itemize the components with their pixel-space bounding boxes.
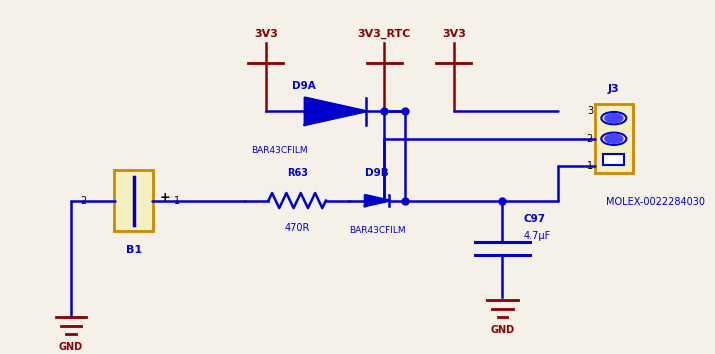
Bar: [114, 170, 153, 232]
Text: 3V3: 3V3: [442, 29, 465, 39]
Text: 4.7μF: 4.7μF: [523, 232, 551, 241]
Text: BAR43CFILM: BAR43CFILM: [349, 226, 405, 235]
Text: 1: 1: [174, 195, 179, 206]
Text: MOLEX-0022284030: MOLEX-0022284030: [606, 197, 705, 207]
Text: 3: 3: [587, 106, 593, 116]
Bar: [603, 154, 624, 165]
Polygon shape: [305, 98, 366, 125]
Text: D9B: D9B: [365, 168, 389, 178]
Polygon shape: [365, 195, 390, 206]
Text: 3V3_RTC: 3V3_RTC: [358, 29, 411, 39]
Circle shape: [605, 134, 623, 143]
Text: +: +: [159, 190, 170, 204]
Text: 3V3: 3V3: [254, 29, 278, 39]
Bar: [595, 104, 633, 173]
Text: 1: 1: [587, 161, 593, 171]
Text: R63: R63: [287, 168, 307, 178]
Text: 2: 2: [80, 195, 87, 206]
Text: 2: 2: [587, 134, 593, 144]
Text: C97: C97: [523, 214, 546, 224]
Text: B1: B1: [126, 245, 142, 255]
Text: D9A: D9A: [292, 81, 316, 91]
Text: BAR43CFILM: BAR43CFILM: [252, 145, 308, 155]
Text: GND: GND: [59, 342, 83, 352]
Text: J3: J3: [608, 84, 620, 94]
Text: 470R: 470R: [285, 223, 310, 233]
Text: GND: GND: [490, 325, 515, 335]
Circle shape: [605, 114, 623, 122]
